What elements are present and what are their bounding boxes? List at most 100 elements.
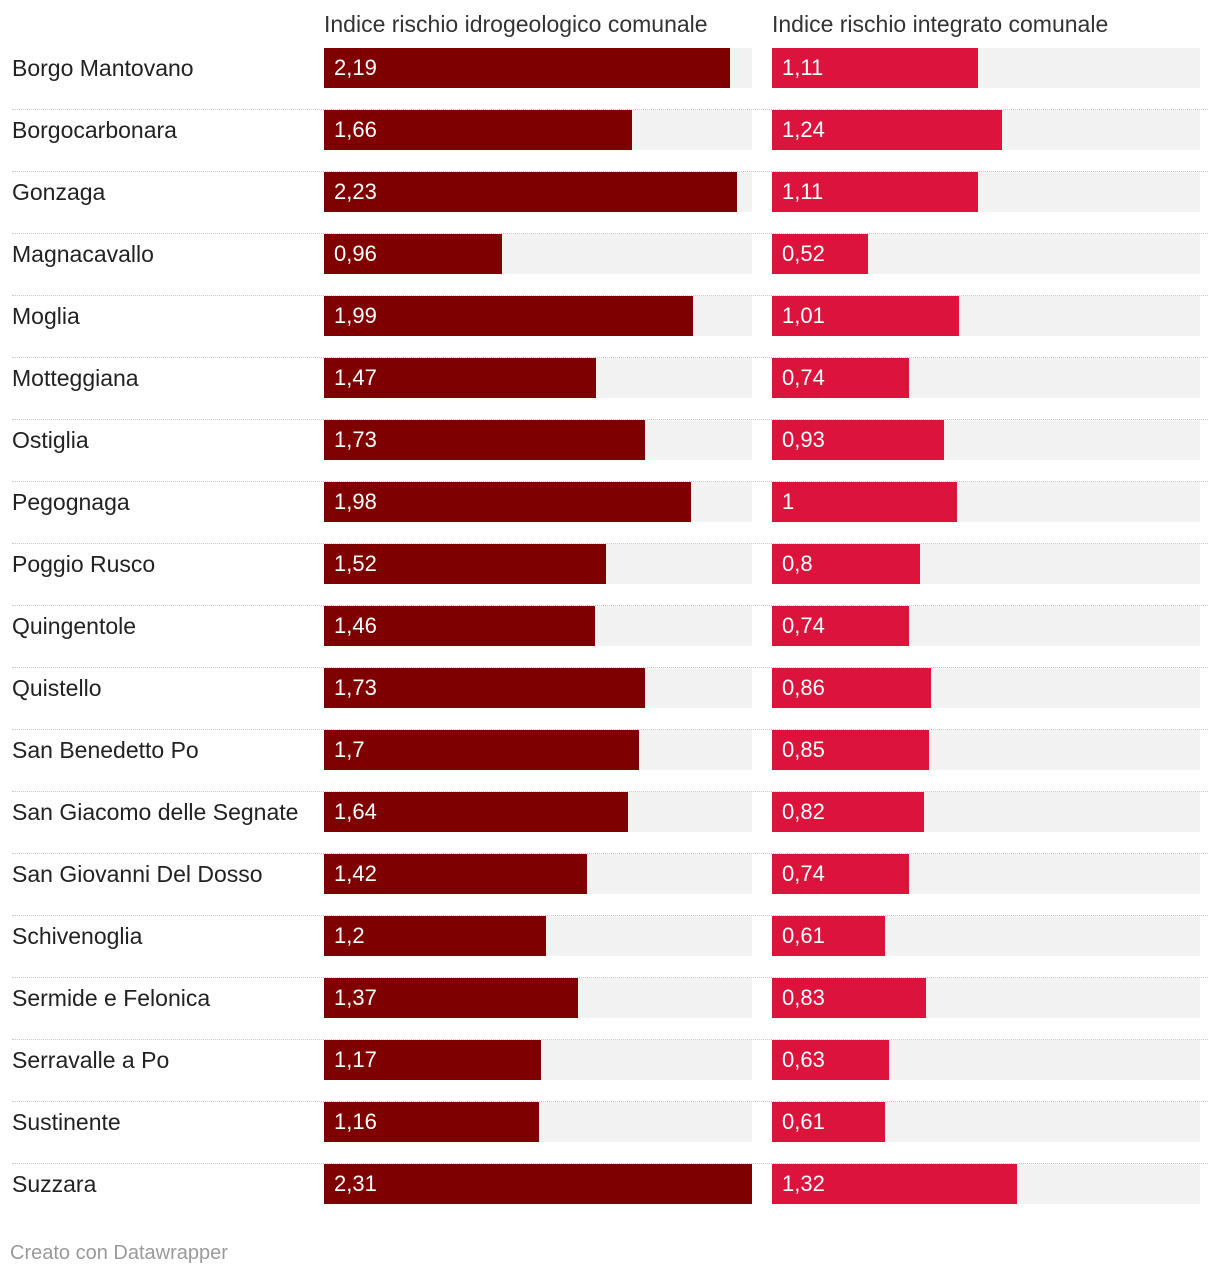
bar-value-label: 1,73 [334, 427, 377, 452]
bar-track: 1 [772, 482, 1200, 522]
bar-track: 0,96 [324, 234, 752, 274]
bar-idrogeologico: 1,66 [324, 110, 632, 150]
bar-track: 1,37 [324, 978, 752, 1018]
chart-row: Gonzaga 2,23 1,11 [12, 172, 1208, 234]
bar-idrogeologico: 2,31 [324, 1164, 752, 1204]
bar-value-label: 1,01 [782, 303, 825, 328]
bar-track: 2,31 [324, 1164, 752, 1204]
bar-value-label: 1,17 [334, 1047, 377, 1072]
bar-value-label: 1,98 [334, 489, 377, 514]
bar-track: 1,7 [324, 730, 752, 770]
bar-integrato: 1,24 [772, 110, 1002, 150]
chart-row: Quistello 1,73 0,86 [12, 668, 1208, 730]
bar-integrato: 0,8 [772, 544, 920, 584]
category-label: Borgocarbonara [12, 117, 177, 143]
bar-value-label: 2,31 [334, 1171, 377, 1196]
bar-integrato: 0,52 [772, 234, 868, 274]
category-label: San Benedetto Po [12, 737, 199, 763]
chart-row: Serravalle a Po 1,17 0,63 [12, 1040, 1208, 1102]
bar-track: 0,61 [772, 1102, 1200, 1142]
bar-value-label: 0,74 [782, 861, 825, 886]
bar-integrato: 0,86 [772, 668, 931, 708]
category-label: San Giacomo delle Segnate [12, 799, 299, 825]
bar-value-label: 1,24 [782, 117, 825, 142]
bar-value-label: 0,8 [782, 551, 813, 576]
chart-row: Motteggiana 1,47 0,74 [12, 358, 1208, 420]
category-label: Sustinente [12, 1109, 121, 1135]
bar-integrato: 1,11 [772, 172, 978, 212]
bar-integrato: 1,11 [772, 48, 978, 88]
bar-idrogeologico: 1,17 [324, 1040, 541, 1080]
category-label: Quingentole [12, 613, 137, 639]
bar-track: 0,8 [772, 544, 1200, 584]
chart-row: Magnacavallo 0,96 0,52 [12, 234, 1208, 296]
chart-row: San Giovanni Del Dosso 1,42 0,74 [12, 854, 1208, 916]
bar-value-label: 0,63 [782, 1047, 825, 1072]
bar-track: 2,23 [324, 172, 752, 212]
bar-value-label: 1,11 [782, 55, 824, 80]
bar-idrogeologico: 1,2 [324, 916, 546, 956]
chart-row: Pegognaga 1,98 1 [12, 482, 1208, 544]
chart-row: Suzzara 2,31 1,32 [12, 1164, 1208, 1226]
bar-idrogeologico: 1,73 [324, 668, 645, 708]
category-label: San Giovanni Del Dosso [12, 861, 263, 887]
bar-value-label: 1,42 [334, 861, 377, 886]
category-label: Ostiglia [12, 427, 89, 453]
bar-chart: Indice rischio idrogeologico comunale In… [12, 11, 1208, 1226]
footer-credit[interactable]: Creato con Datawrapper [10, 1242, 228, 1264]
bar-integrato: 0,74 [772, 358, 909, 398]
bar-value-label: 1,11 [782, 179, 824, 204]
bar-track: 0,74 [772, 606, 1200, 646]
category-label: Schivenoglia [12, 923, 143, 949]
bar-idrogeologico: 1,42 [324, 854, 587, 894]
bar-track: 0,83 [772, 978, 1200, 1018]
bar-track: 0,74 [772, 854, 1200, 894]
bar-integrato: 0,83 [772, 978, 926, 1018]
category-label: Gonzaga [12, 179, 106, 205]
bar-track: 0,93 [772, 420, 1200, 460]
bar-integrato: 0,61 [772, 916, 885, 956]
bar-value-label: 0,61 [782, 1109, 825, 1134]
bar-track: 0,82 [772, 792, 1200, 832]
bar-idrogeologico: 1,73 [324, 420, 645, 460]
bar-idrogeologico: 1,7 [324, 730, 639, 770]
bar-integrato: 0,61 [772, 1102, 885, 1142]
bar-value-label: 0,82 [782, 799, 825, 824]
chart-row: Borgocarbonara 1,66 1,24 [12, 110, 1208, 172]
bar-track: 0,74 [772, 358, 1200, 398]
bar-track: 1,11 [772, 48, 1200, 88]
bar-value-label: 1,46 [334, 613, 377, 638]
bar-track: 1,2 [324, 916, 752, 956]
bar-value-label: 1,47 [334, 365, 377, 390]
chart-row: Schivenoglia 1,2 0,61 [12, 916, 1208, 978]
bar-track: 1,47 [324, 358, 752, 398]
chart-row: Quingentole 1,46 0,74 [12, 606, 1208, 668]
bar-track: 0,61 [772, 916, 1200, 956]
bar-track: 0,63 [772, 1040, 1200, 1080]
chart-row: Ostiglia 1,73 0,93 [12, 420, 1208, 482]
bar-value-label: 2,19 [334, 55, 377, 80]
bar-value-label: 0,85 [782, 737, 825, 762]
bar-value-label: 0,83 [782, 985, 825, 1010]
bar-value-label: 1,7 [334, 737, 365, 762]
bar-value-label: 1 [782, 489, 795, 514]
bar-value-label: 1,99 [334, 303, 377, 328]
bar-idrogeologico: 1,98 [324, 482, 691, 522]
bar-idrogeologico: 1,52 [324, 544, 606, 584]
category-label: Pegognaga [12, 489, 130, 515]
bar-integrato: 0,74 [772, 854, 909, 894]
chart-row: Sustinente 1,16 0,61 [12, 1102, 1208, 1164]
bar-track: 1,16 [324, 1102, 752, 1142]
bar-track: 1,32 [772, 1164, 1200, 1204]
bar-track: 1,64 [324, 792, 752, 832]
category-label: Poggio Rusco [12, 551, 156, 577]
bar-integrato: 0,85 [772, 730, 929, 770]
chart-row: Poggio Rusco 1,52 0,8 [12, 544, 1208, 606]
bar-integrato: 1,32 [772, 1164, 1017, 1204]
bar-track: 1,11 [772, 172, 1200, 212]
bar-track: 1,73 [324, 420, 752, 460]
bar-track: 1,73 [324, 668, 752, 708]
bar-value-label: 0,93 [782, 427, 825, 452]
chart-row: San Giacomo delle Segnate 1,64 0,82 [12, 792, 1208, 854]
bar-value-label: 1,32 [782, 1171, 825, 1196]
